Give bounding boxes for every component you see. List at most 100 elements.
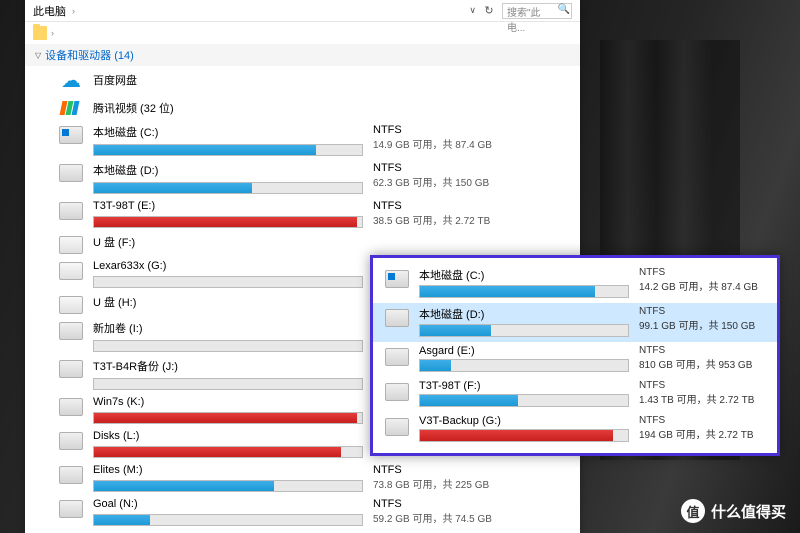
drive-icon [59, 360, 83, 378]
app-item[interactable]: ☁ 百度网盘 [25, 66, 580, 94]
drive-name: U 盘 (F:) [93, 234, 363, 250]
drive-name: 本地磁盘 (D:) [93, 162, 363, 178]
drive-fs: NTFS [639, 415, 767, 426]
drive-name: Goal (N:) [93, 498, 363, 510]
drive-name: 新加卷 (I:) [93, 320, 363, 336]
overlay-drive-item[interactable]: V3T-Backup (G:) NTFS194 GB 可用，共 2.72 TB [373, 412, 777, 447]
refresh-button[interactable]: ↻ [480, 2, 498, 20]
usage-bar [93, 446, 363, 458]
drive-fs: NTFS [373, 498, 413, 510]
drive-fs: NTFS [639, 345, 767, 356]
usage-bar [93, 378, 363, 390]
drive-icon [59, 296, 83, 314]
drive-icon [59, 322, 83, 340]
drive-icon [385, 270, 409, 288]
tencent-icon [59, 96, 83, 120]
drive-item[interactable]: 本地磁盘 (D:) NTFS62.3 GB 可用，共 150 GB [25, 160, 580, 198]
usage-bar [419, 359, 629, 372]
section-title: 设备和驱动器 (14) [45, 47, 134, 63]
folder-icon [33, 26, 47, 40]
usage-bar [93, 182, 363, 194]
overlay-drive-item[interactable]: 本地磁盘 (C:) NTFS14.2 GB 可用，共 87.4 GB [373, 264, 777, 303]
drive-icon [385, 418, 409, 436]
drive-icon [59, 432, 83, 450]
dropdown-icon[interactable]: ∨ [469, 5, 476, 16]
drive-name: 本地磁盘 (C:) [419, 267, 629, 283]
watermark: 值 什么值得买 [681, 499, 786, 523]
usage-bar [93, 412, 363, 424]
drive-fs: NTFS [639, 267, 767, 278]
app-item[interactable]: 腾讯视频 (32 位) [25, 94, 580, 122]
drive-icon [59, 126, 83, 144]
drive-item[interactable]: Elites (M:) NTFS73.8 GB 可用，共 225 GB [25, 462, 580, 496]
drive-name: Asgard (E:) [419, 345, 629, 357]
drive-name: Disks (L:) [93, 430, 363, 442]
drive-fs: NTFS [373, 464, 413, 476]
drive-item[interactable]: T3T-98T (E:) NTFS38.5 GB 可用，共 2.72 TB [25, 198, 580, 232]
usage-bar [93, 216, 363, 228]
drive-icon [59, 500, 83, 518]
overlay-drive-item[interactable]: Asgard (E:) NTFS810 GB 可用，共 953 GB [373, 342, 777, 377]
overlay-drive-item[interactable]: 本地磁盘 (D:) NTFS99.1 GB 可用，共 150 GB [373, 303, 777, 342]
drive-icon [59, 466, 83, 484]
drive-info: 99.1 GB 可用，共 150 GB [639, 317, 767, 332]
drive-fs: NTFS [373, 200, 413, 212]
drive-name: 本地磁盘 (C:) [93, 124, 363, 140]
section-header[interactable]: ▽ 设备和驱动器 (14) [25, 44, 580, 66]
drive-icon [59, 236, 83, 254]
drive-info: 1.43 TB 可用，共 2.72 TB [639, 391, 767, 406]
caret-down-icon: ▽ [35, 51, 41, 60]
drive-fs: NTFS [373, 162, 413, 174]
usage-bar [419, 394, 629, 407]
usage-bar [93, 144, 363, 156]
drive-info: 194 GB 可用，共 2.72 TB [639, 426, 767, 441]
drive-icon [59, 164, 83, 182]
drive-item[interactable]: Goal (N:) NTFS59.2 GB 可用，共 74.5 GB [25, 496, 580, 530]
watermark-badge: 值 [681, 499, 705, 523]
usage-bar [419, 429, 629, 442]
drive-icon [59, 398, 83, 416]
drive-name: Lexar633x (G:) [93, 260, 363, 272]
usage-bar [93, 480, 363, 492]
drive-icon [385, 309, 409, 327]
drive-icon [59, 262, 83, 280]
baidu-icon: ☁ [59, 68, 83, 92]
chevron-right-icon: › [51, 28, 54, 38]
drive-info: 62.3 GB 可用，共 150 GB [373, 174, 580, 189]
drive-fs: NTFS [639, 380, 767, 391]
drive-name: 本地磁盘 (D:) [419, 306, 629, 322]
titlebar: 此电脑 › ∨ ↻ 搜索"此电... 🔍 [25, 0, 580, 22]
drive-name: T3T-98T (E:) [93, 200, 363, 212]
search-icon: 🔍 [558, 4, 570, 15]
watermark-text: 什么值得买 [711, 501, 786, 522]
path-bar[interactable]: › [25, 22, 580, 44]
drive-item[interactable]: 本地磁盘 (C:) NTFS14.9 GB 可用，共 87.4 GB [25, 122, 580, 160]
drive-name: T3T-B4R备份 (J:) [93, 358, 363, 374]
drive-info: 14.9 GB 可用，共 87.4 GB [373, 136, 580, 151]
usage-bar [419, 285, 629, 298]
usage-bar [419, 324, 629, 337]
drive-icon [385, 383, 409, 401]
window-title: 此电脑 [33, 3, 66, 19]
usage-bar [93, 276, 363, 288]
drive-icon [385, 348, 409, 366]
drive-info: 810 GB 可用，共 953 GB [639, 356, 767, 371]
drive-name: T3T-98T (F:) [419, 380, 629, 392]
drive-fs: NTFS [373, 124, 413, 136]
drive-name: V3T-Backup (G:) [419, 415, 629, 427]
drive-name: Win7s (K:) [93, 396, 363, 408]
drive-info: 38.5 GB 可用，共 2.72 TB [373, 212, 580, 227]
drive-fs: NTFS [639, 306, 767, 317]
drive-info: 73.8 GB 可用，共 225 GB [373, 476, 580, 491]
chevron-right-icon: › [72, 6, 75, 16]
app-label: 腾讯视频 (32 位) [93, 100, 174, 116]
app-label: 百度网盘 [93, 72, 137, 88]
drive-info: 59.2 GB 可用，共 74.5 GB [373, 510, 580, 525]
overlay-drive-item[interactable]: T3T-98T (F:) NTFS1.43 TB 可用，共 2.72 TB [373, 377, 777, 412]
usage-bar [93, 514, 363, 526]
drive-info: 14.2 GB 可用，共 87.4 GB [639, 278, 767, 293]
drive-icon [59, 202, 83, 220]
drive-name: Elites (M:) [93, 464, 363, 476]
overlay-panel: 本地磁盘 (C:)NTFS14.2 GB 可用，共 87.4 GB本地磁盘 (D… [370, 255, 780, 456]
usage-bar [93, 340, 363, 352]
